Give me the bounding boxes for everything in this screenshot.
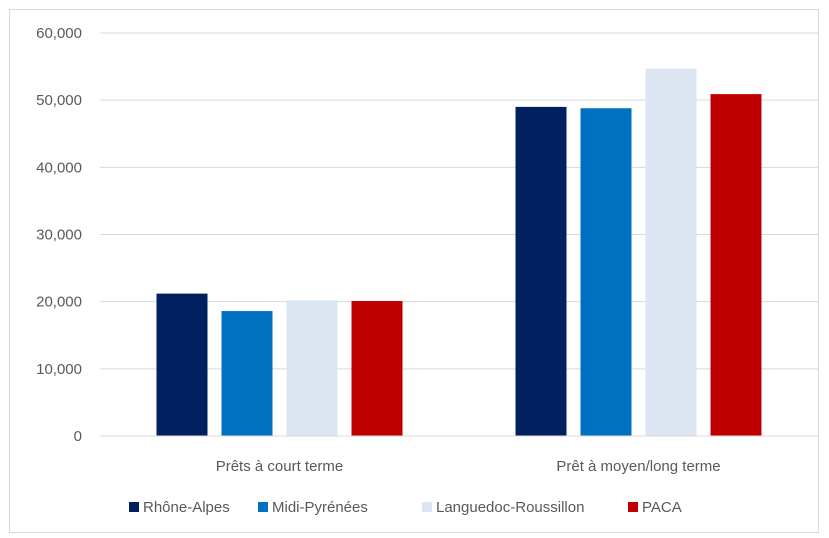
y-tick-label: 40,000	[36, 159, 82, 176]
legend: Rhône-Alpes Midi-Pyrénées Languedoc-Roussi…	[129, 499, 682, 516]
y-tick-label: 50,000	[36, 92, 82, 109]
x-category-label: Prêt à moyen/long terme	[556, 458, 720, 475]
gridlines	[100, 32, 818, 370]
legend-swatch	[422, 502, 432, 512]
y-tick-label: 30,000	[36, 227, 82, 244]
bars	[156, 68, 762, 437]
legend-swatch	[628, 502, 638, 512]
y-tick-label: 10,000	[36, 361, 82, 378]
bar	[351, 300, 403, 436]
legend-label: PACA	[642, 499, 682, 516]
y-tick-label: 0	[74, 428, 82, 445]
legend-label: Rhône-Alpes	[143, 499, 230, 516]
bar	[221, 311, 273, 436]
legend-label: Midi-Pyrénées	[272, 499, 368, 516]
y-axis-ticks: 0 10,000 20,000 30,000 40,000 50,000 60,000	[36, 25, 82, 445]
bar	[156, 293, 208, 436]
legend-label: Languedoc-Roussillon	[436, 499, 584, 516]
bar	[515, 106, 567, 436]
bar	[645, 68, 697, 437]
x-category-label: Prêts à court terme	[216, 458, 344, 475]
y-tick-label: 20,000	[36, 294, 82, 311]
bar	[580, 108, 632, 436]
legend-swatch	[129, 502, 139, 512]
x-axis-categories: Prêts à court terme Prêt à moyen/long ter…	[216, 458, 721, 475]
legend-swatch	[258, 502, 268, 512]
bar	[710, 94, 762, 436]
y-tick-label: 60,000	[36, 25, 82, 42]
bar	[286, 300, 338, 436]
